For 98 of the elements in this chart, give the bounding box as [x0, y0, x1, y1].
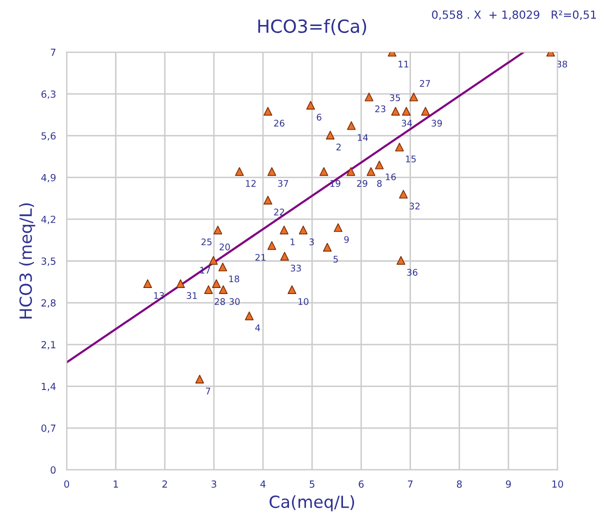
point: [280, 252, 289, 261]
point: [306, 100, 315, 110]
y-tick-label: 7: [50, 48, 56, 56]
annotation: 5: [334, 256, 338, 263]
point: [402, 106, 411, 116]
point: [212, 279, 221, 288]
y-tick-label: 0,7: [41, 424, 56, 433]
annotation: 28: [214, 298, 225, 305]
annotation: 2: [336, 144, 341, 150]
y-tick-label: 4,9: [41, 174, 56, 182]
point: [347, 121, 356, 130]
annotation: 31: [186, 292, 197, 299]
annotation: 16: [386, 173, 396, 180]
x-tick-label: 0: [64, 480, 70, 488]
point: [280, 226, 288, 234]
point: [366, 167, 376, 176]
point: [288, 285, 296, 294]
point: [409, 92, 418, 102]
point: [195, 374, 204, 384]
annotation: 30: [229, 298, 240, 305]
point: [334, 223, 342, 232]
annotation: 4: [255, 324, 260, 332]
point: [364, 92, 374, 102]
y-axis-title: HCO3 (meq/L): [19, 203, 36, 318]
annotation: 13: [154, 292, 164, 299]
point: [326, 130, 335, 140]
x-tick-label: 5: [310, 480, 314, 488]
y-tick-label: 3,5: [42, 257, 56, 266]
y-tick-label: 2,8: [41, 299, 56, 308]
x-axis-title: Ca(meq/L): [270, 495, 354, 512]
point: [244, 312, 254, 320]
point: [391, 106, 400, 116]
point: [395, 142, 404, 152]
point: [218, 262, 228, 272]
x-tick-label: 4: [260, 480, 266, 488]
annotation: 23: [375, 105, 386, 112]
annotation: 12: [246, 180, 256, 187]
y-tick-label: 4,2: [41, 216, 56, 224]
annotation: 3: [310, 238, 314, 246]
y-tick-label: 0: [50, 466, 56, 474]
x-tick-label: 8: [456, 480, 462, 488]
y-tick-label: 6,3: [41, 90, 56, 99]
annotation: 8: [377, 180, 382, 187]
annotation: 27: [420, 80, 430, 87]
point: [396, 256, 406, 265]
annotation: 6: [316, 114, 322, 121]
annotation: 15: [406, 156, 416, 162]
annotation: 7: [206, 388, 210, 394]
x-tick-label: 7: [408, 480, 413, 488]
annotation: 34: [402, 120, 412, 127]
chart-title: HCO3=f(Ca): [258, 19, 366, 36]
annotation: 14: [358, 134, 368, 141]
point: [298, 226, 308, 234]
point: [264, 196, 272, 204]
point: [235, 167, 244, 176]
annotation: 25: [201, 238, 212, 246]
annotation: 39: [432, 120, 442, 127]
y-tick-label: 2,1: [41, 341, 56, 350]
x-tick-label: 9: [506, 480, 511, 488]
annotation: 29: [357, 180, 368, 187]
annotation: 10: [298, 298, 308, 305]
annotation: 19: [330, 180, 340, 187]
point: [320, 167, 328, 176]
point: [346, 167, 356, 176]
point: [374, 160, 384, 170]
point: [399, 190, 408, 199]
point: [213, 226, 222, 234]
point: [209, 256, 218, 265]
x-tick-label: 3: [212, 480, 216, 488]
annotation: 32: [410, 202, 420, 210]
point: [322, 242, 332, 252]
annotation: 26: [274, 120, 284, 127]
annotation: 1: [290, 238, 295, 246]
point: [264, 106, 272, 116]
point: [143, 279, 152, 288]
annotation: 36: [407, 268, 418, 276]
annotation: 11: [398, 60, 408, 68]
annotation: 35: [390, 94, 400, 102]
annotation: 22: [274, 208, 284, 216]
text: 0,558 . X + 1,8029 R²=0,51: [432, 10, 596, 20]
annotation: 21: [255, 254, 266, 261]
point: [204, 285, 213, 294]
x-tick-label: 1: [114, 480, 118, 488]
point: [267, 241, 276, 250]
point: [421, 106, 430, 116]
x-tick-label: 6: [358, 480, 364, 488]
x-tick-label: 10: [552, 480, 564, 488]
annotation: 33: [290, 264, 301, 272]
point: [176, 279, 185, 288]
y-tick-label: 1,4: [42, 382, 56, 392]
y-tick-label: 5,6: [42, 132, 56, 141]
annotation: 20: [220, 243, 230, 250]
point: [218, 285, 228, 294]
point: [267, 167, 276, 176]
annotation: 9: [344, 236, 349, 243]
x-tick-label: 2: [162, 480, 167, 488]
annotation: 18: [229, 275, 240, 282]
annotation: 37: [278, 180, 288, 187]
